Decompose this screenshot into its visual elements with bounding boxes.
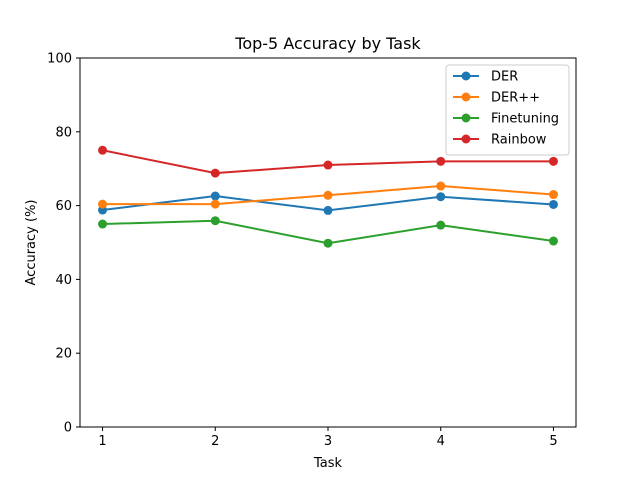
legend-box bbox=[445, 64, 570, 156]
x-tick-label: 2 bbox=[211, 434, 219, 449]
x-tick-label: 4 bbox=[437, 434, 445, 449]
chart-title: Top-5 Accuracy by Task bbox=[234, 34, 421, 53]
y-tick-label: 40 bbox=[55, 273, 72, 288]
data-point-rainbow bbox=[548, 156, 558, 166]
data-point-rainbow bbox=[98, 145, 108, 155]
legend-label-der: DER bbox=[491, 70, 518, 85]
data-point-der bbox=[323, 205, 333, 215]
legend-label-rainbow: Rainbow bbox=[491, 133, 547, 148]
data-point-rainbow bbox=[436, 156, 446, 166]
data-point-der bbox=[548, 190, 558, 200]
axis-ticks: 1 2 3 4 5 0 20 40 60 80 100 bbox=[47, 52, 557, 450]
data-point-rainbow bbox=[323, 160, 333, 170]
legend-marker-der bbox=[461, 71, 471, 81]
legend-marker-der bbox=[461, 92, 471, 102]
data-point-finetuning bbox=[98, 219, 108, 229]
y-tick-label: 80 bbox=[55, 125, 72, 140]
data-point-der bbox=[210, 199, 220, 209]
data-point-der bbox=[210, 191, 220, 201]
plot-area-frame bbox=[79, 57, 577, 428]
legend: DER DER++ Finetuning Rainbow bbox=[445, 64, 570, 156]
x-tick-label: 3 bbox=[324, 434, 332, 449]
y-tick-label: 60 bbox=[55, 199, 72, 214]
data-point-finetuning bbox=[323, 238, 333, 248]
data-point-finetuning bbox=[548, 236, 558, 246]
data-point-rainbow bbox=[210, 168, 220, 178]
data-point-finetuning bbox=[436, 220, 446, 230]
data-point-der bbox=[436, 181, 446, 191]
x-tick-label: 1 bbox=[98, 434, 106, 449]
legend-marker-rainbow bbox=[461, 134, 471, 144]
data-point-der bbox=[98, 199, 108, 209]
legend-label-finetuning: Finetuning bbox=[491, 112, 559, 127]
y-tick-label: 100 bbox=[47, 52, 72, 67]
data-point-der bbox=[323, 190, 333, 200]
data-point-der bbox=[548, 199, 558, 209]
y-axis-label: Accuracy (%) bbox=[24, 200, 39, 286]
y-tick-label: 20 bbox=[55, 347, 72, 362]
x-axis-label: Task bbox=[313, 456, 343, 471]
data-point-der bbox=[436, 192, 446, 202]
series-lines bbox=[98, 145, 558, 248]
x-tick-label: 5 bbox=[549, 434, 557, 449]
data-point-finetuning bbox=[210, 216, 220, 226]
legend-marker-finetuning bbox=[461, 113, 471, 123]
y-tick-label: 0 bbox=[64, 421, 72, 436]
legend-label-der: DER++ bbox=[491, 91, 540, 106]
